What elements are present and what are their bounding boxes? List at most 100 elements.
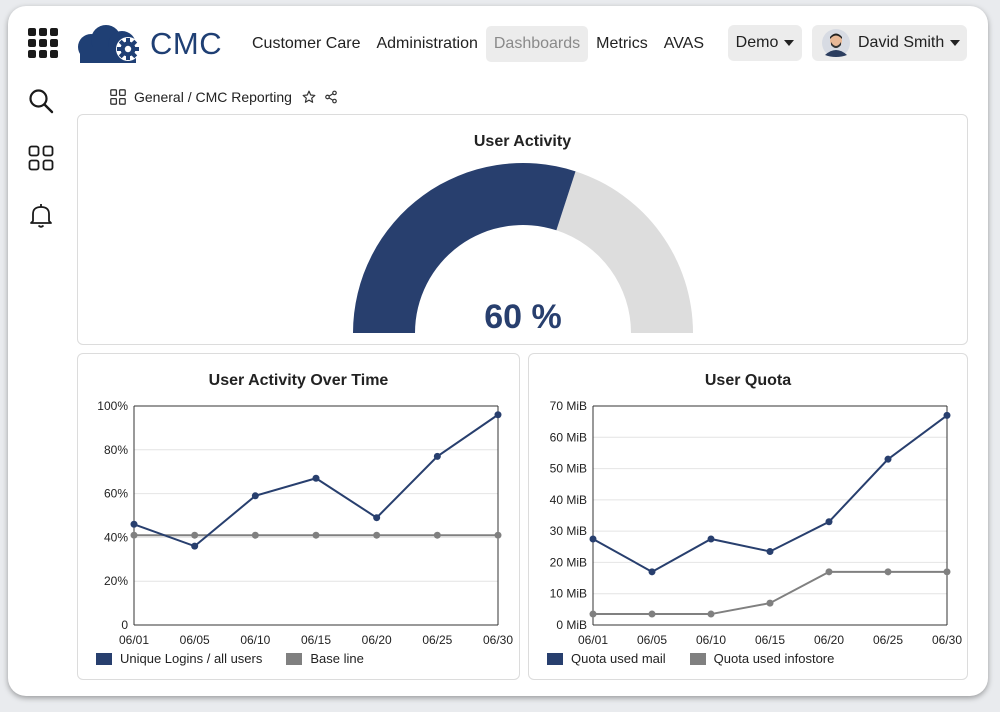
line-chart: 0 MiB 10 MiB 20 MiB 30 MiB 40 MiB 50 MiB 60 Mi… — [550, 399, 963, 644]
x-tick-label: 06/01 — [119, 633, 149, 644]
star-icon[interactable] — [302, 90, 316, 104]
data-point — [130, 531, 138, 539]
chart-title: User Quota — [704, 372, 792, 389]
demo-dropdown[interactable]: Demo — [728, 25, 802, 61]
top-navigation: Customer Care Administration Dashboards … — [244, 26, 712, 62]
x-tick-label: 06/10 — [696, 633, 726, 644]
y-tick-label: 0 MiB — [556, 618, 587, 632]
brand-name: CMC — [150, 26, 223, 61]
breadcrumb-path[interactable]: General / CMC Reporting — [134, 89, 292, 105]
legend-item[interactable]: Quota used mail — [547, 651, 666, 666]
legend-swatch — [96, 652, 112, 665]
nav-avas[interactable]: AVAS — [663, 35, 705, 52]
nav-dashboards[interactable]: Dashboards — [485, 26, 589, 62]
user-quota-panel: User Quota 0 MiB 10 MiB 20 MiB 30 MiB 40 MiB… — [528, 353, 968, 680]
chart-title: User Activity Over Time — [208, 372, 389, 389]
bell-icon[interactable] — [28, 202, 54, 228]
legend-swatch — [547, 652, 563, 665]
x-tick-label: 06/15 — [301, 633, 331, 644]
data-point — [884, 568, 892, 576]
data-point — [943, 411, 951, 419]
gauge-value: 60 % — [484, 298, 562, 336]
x-tick-label: 06/05 — [180, 633, 210, 644]
y-tick-label: 20% — [104, 574, 128, 588]
x-tick-label: 06/15 — [755, 633, 785, 644]
user-menu[interactable]: David Smith — [812, 25, 967, 61]
avatar — [822, 29, 850, 57]
x-tick-label: 06/30 — [932, 633, 962, 644]
legend-item[interactable]: Quota used infostore — [689, 651, 835, 666]
y-tick-label: 40% — [104, 530, 128, 544]
data-point — [373, 531, 381, 539]
gauge-track — [556, 171, 693, 333]
legend-item[interactable]: Unique Logins / all users — [96, 651, 262, 666]
data-point — [825, 568, 833, 576]
nav-metrics[interactable]: Metrics — [596, 35, 648, 52]
y-tick-label: 0 — [121, 618, 128, 632]
data-point — [191, 531, 199, 539]
dashboards-icon[interactable] — [28, 145, 54, 171]
y-tick-label: 40 MiB — [550, 493, 587, 507]
demo-label: Demo — [735, 34, 779, 51]
nav-administration[interactable]: Administration — [376, 35, 478, 52]
x-tick-label: 06/20 — [362, 633, 392, 644]
data-point — [433, 452, 441, 460]
gauge-fill — [353, 162, 576, 333]
legend-label: Base line — [310, 651, 364, 666]
legend-label: Quota used infostore — [713, 651, 835, 666]
chart-legend: Quota used mail Quota used infostore — [547, 651, 858, 666]
y-tick-label: 30 MiB — [550, 524, 587, 538]
y-tick-label: 80% — [104, 443, 128, 457]
dashboard-grid-icon — [110, 89, 126, 105]
data-point — [648, 610, 656, 618]
y-tick-label: 20 MiB — [550, 555, 587, 569]
brand-logo[interactable]: CMC — [76, 22, 222, 66]
data-point — [312, 474, 320, 482]
user-activity-panel: User Activity 60 % — [77, 114, 968, 345]
legend-item[interactable]: Base line — [286, 651, 364, 666]
nav-customer-care[interactable]: Customer Care — [252, 35, 361, 52]
chart-legend: Unique Logins / all users Base line — [96, 651, 388, 666]
data-point — [766, 547, 774, 555]
x-tick-label: 06/10 — [240, 633, 270, 644]
y-tick-label: 10 MiB — [550, 587, 587, 601]
line-chart: 0 20% 40% 60% 80% 100% 06/01 06/05 06/10 06/15 06/… — [97, 399, 513, 644]
data-point — [707, 610, 715, 618]
app-window: CMC Customer Care Administration Dashboa… — [8, 6, 988, 696]
data-point — [825, 518, 833, 526]
y-tick-label: 100% — [97, 399, 128, 413]
data-point — [494, 531, 502, 539]
y-tick-label: 70 MiB — [550, 399, 587, 413]
data-point — [433, 531, 441, 539]
data-point — [943, 568, 951, 576]
data-point — [707, 535, 715, 543]
data-point — [589, 610, 597, 618]
gauge-title: User Activity — [473, 133, 572, 150]
legend-swatch — [286, 652, 303, 665]
y-tick-label: 50 MiB — [550, 462, 587, 476]
data-point — [191, 542, 199, 550]
data-point — [251, 492, 259, 500]
data-point — [130, 520, 138, 528]
data-point — [884, 455, 892, 463]
data-point — [648, 568, 656, 576]
x-tick-label: 06/05 — [637, 633, 667, 644]
apps-grid-icon[interactable] — [28, 28, 58, 58]
data-point — [373, 514, 381, 522]
x-tick-label: 06/20 — [814, 633, 844, 644]
x-tick-label: 06/25 — [422, 633, 452, 644]
legend-swatch — [689, 652, 706, 665]
y-tick-label: 60 MiB — [550, 430, 587, 444]
user-activity-over-time-panel: User Activity Over Time 0 20% 40% 60% 80% 100… — [77, 353, 520, 680]
data-point — [494, 411, 502, 419]
share-icon[interactable] — [324, 90, 338, 104]
cloud-gear-logo-icon — [78, 25, 140, 63]
y-tick-label: 60% — [104, 487, 128, 501]
x-tick-label: 06/01 — [578, 633, 608, 644]
search-icon[interactable] — [28, 88, 54, 114]
breadcrumb: General / CMC Reporting — [110, 87, 338, 107]
series-line — [593, 570, 947, 616]
data-point — [766, 599, 774, 607]
data-point — [589, 535, 597, 543]
chevron-down-icon — [784, 40, 795, 46]
